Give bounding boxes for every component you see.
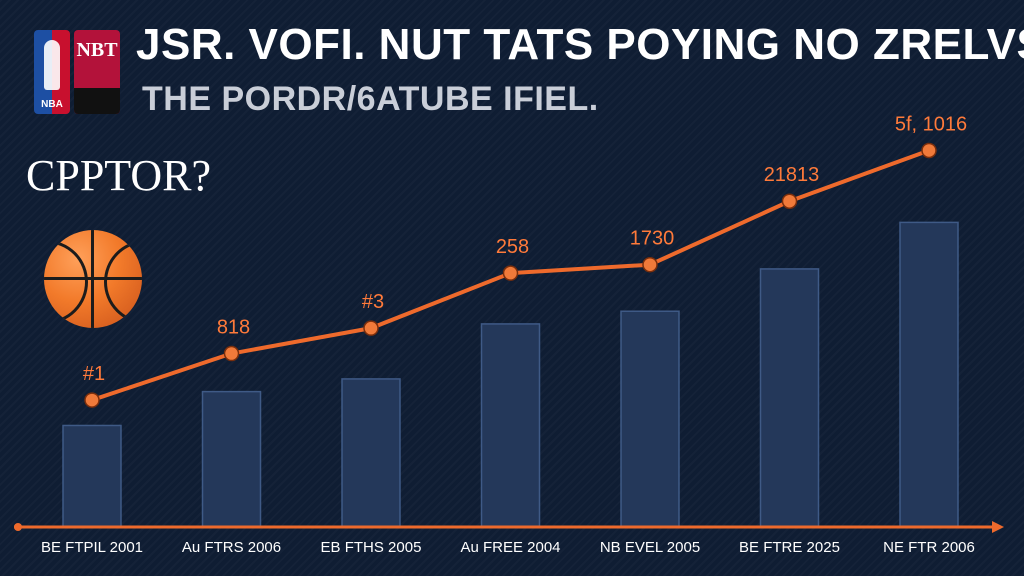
trend-point [84, 392, 100, 408]
trend-point [921, 142, 937, 159]
x-tick-label: NB EVEL 2005 [600, 539, 700, 556]
data-label: #1 [83, 363, 105, 385]
x-tick-label: Au FTRS 2006 [182, 539, 281, 556]
x-tick-label: Au FREE 2004 [460, 539, 560, 556]
x-tick-label: NE FTR 2006 [883, 539, 975, 556]
trend-point [781, 193, 798, 209]
chart-title: JSR. VOFI. NUT TATS POYING NO ZRELVS [136, 20, 1024, 69]
secondary-logo-text: NBT [76, 39, 118, 61]
league-logo: NBA NBT [34, 30, 120, 114]
chart-bar [201, 390, 262, 528]
chart-bar [62, 424, 122, 528]
trend-point [223, 345, 240, 362]
data-label: 258 [496, 236, 529, 258]
x-tick-label: EB FTHS 2005 [321, 539, 422, 556]
trend-point [502, 265, 519, 281]
data-label: 1730 [630, 228, 675, 250]
chart-subtitle: THE PORDR/6ATUBE IFIEL. [142, 80, 599, 118]
secondary-logo: NBT [74, 30, 120, 114]
nba-logo: NBA [34, 30, 70, 114]
trend-point [642, 256, 658, 273]
x-tick-label: BE FTRE 2025 [739, 539, 840, 556]
data-label: 21813 [764, 164, 820, 186]
trend-point [363, 320, 379, 336]
nba-logo-text: NBA [41, 99, 63, 110]
chart-bar [480, 323, 541, 528]
side-heading: CPPTOR? [26, 151, 212, 200]
x-axis-start-dot [14, 523, 22, 531]
chart-bar [759, 268, 820, 528]
data-label: 818 [217, 317, 250, 339]
chart-bar [620, 310, 680, 528]
basketball-icon [44, 230, 142, 328]
data-label: 5f, 1016 [895, 113, 967, 135]
x-axis-arrow [992, 521, 1004, 533]
x-tick-label: BE FTPIL 2001 [41, 539, 143, 556]
data-label: #3 [362, 291, 384, 313]
chart-bar [899, 221, 959, 528]
chart-bar [341, 378, 401, 528]
